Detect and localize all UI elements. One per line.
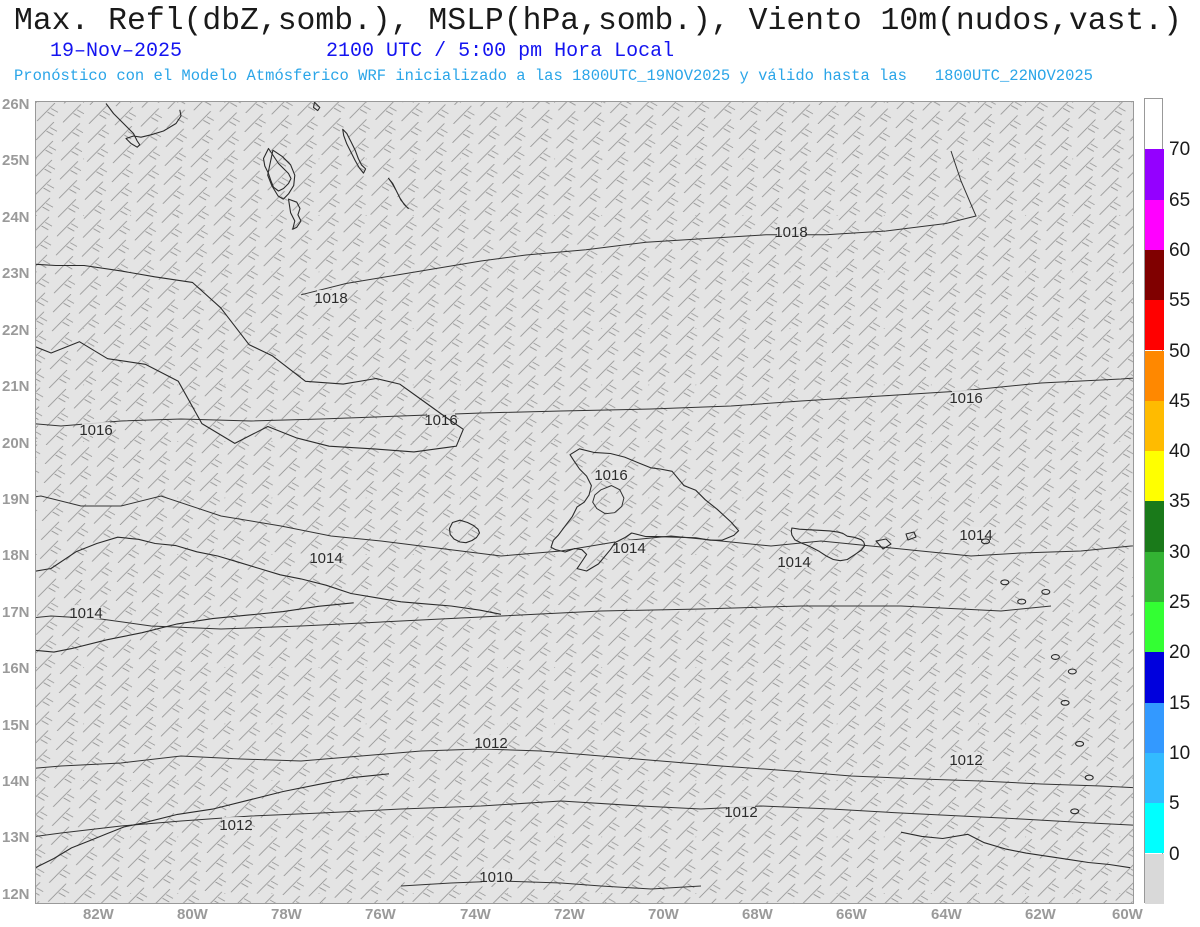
svg-text:1016: 1016 xyxy=(424,412,457,429)
svg-text:1016: 1016 xyxy=(949,390,982,407)
svg-text:1012: 1012 xyxy=(949,752,982,769)
svg-text:1016: 1016 xyxy=(79,422,112,439)
svg-text:1018: 1018 xyxy=(314,290,347,307)
svg-text:1014: 1014 xyxy=(612,540,645,557)
svg-text:1012: 1012 xyxy=(724,804,757,821)
svg-text:1014: 1014 xyxy=(309,550,342,567)
svg-text:1014: 1014 xyxy=(777,554,810,571)
svg-text:1016: 1016 xyxy=(594,467,627,484)
svg-text:1018: 1018 xyxy=(774,224,807,241)
svg-text:1014: 1014 xyxy=(69,605,102,622)
svg-text:1012: 1012 xyxy=(474,735,507,752)
svg-text:1012: 1012 xyxy=(219,817,252,834)
svg-text:1014: 1014 xyxy=(959,527,992,544)
svg-text:1010: 1010 xyxy=(479,869,512,886)
